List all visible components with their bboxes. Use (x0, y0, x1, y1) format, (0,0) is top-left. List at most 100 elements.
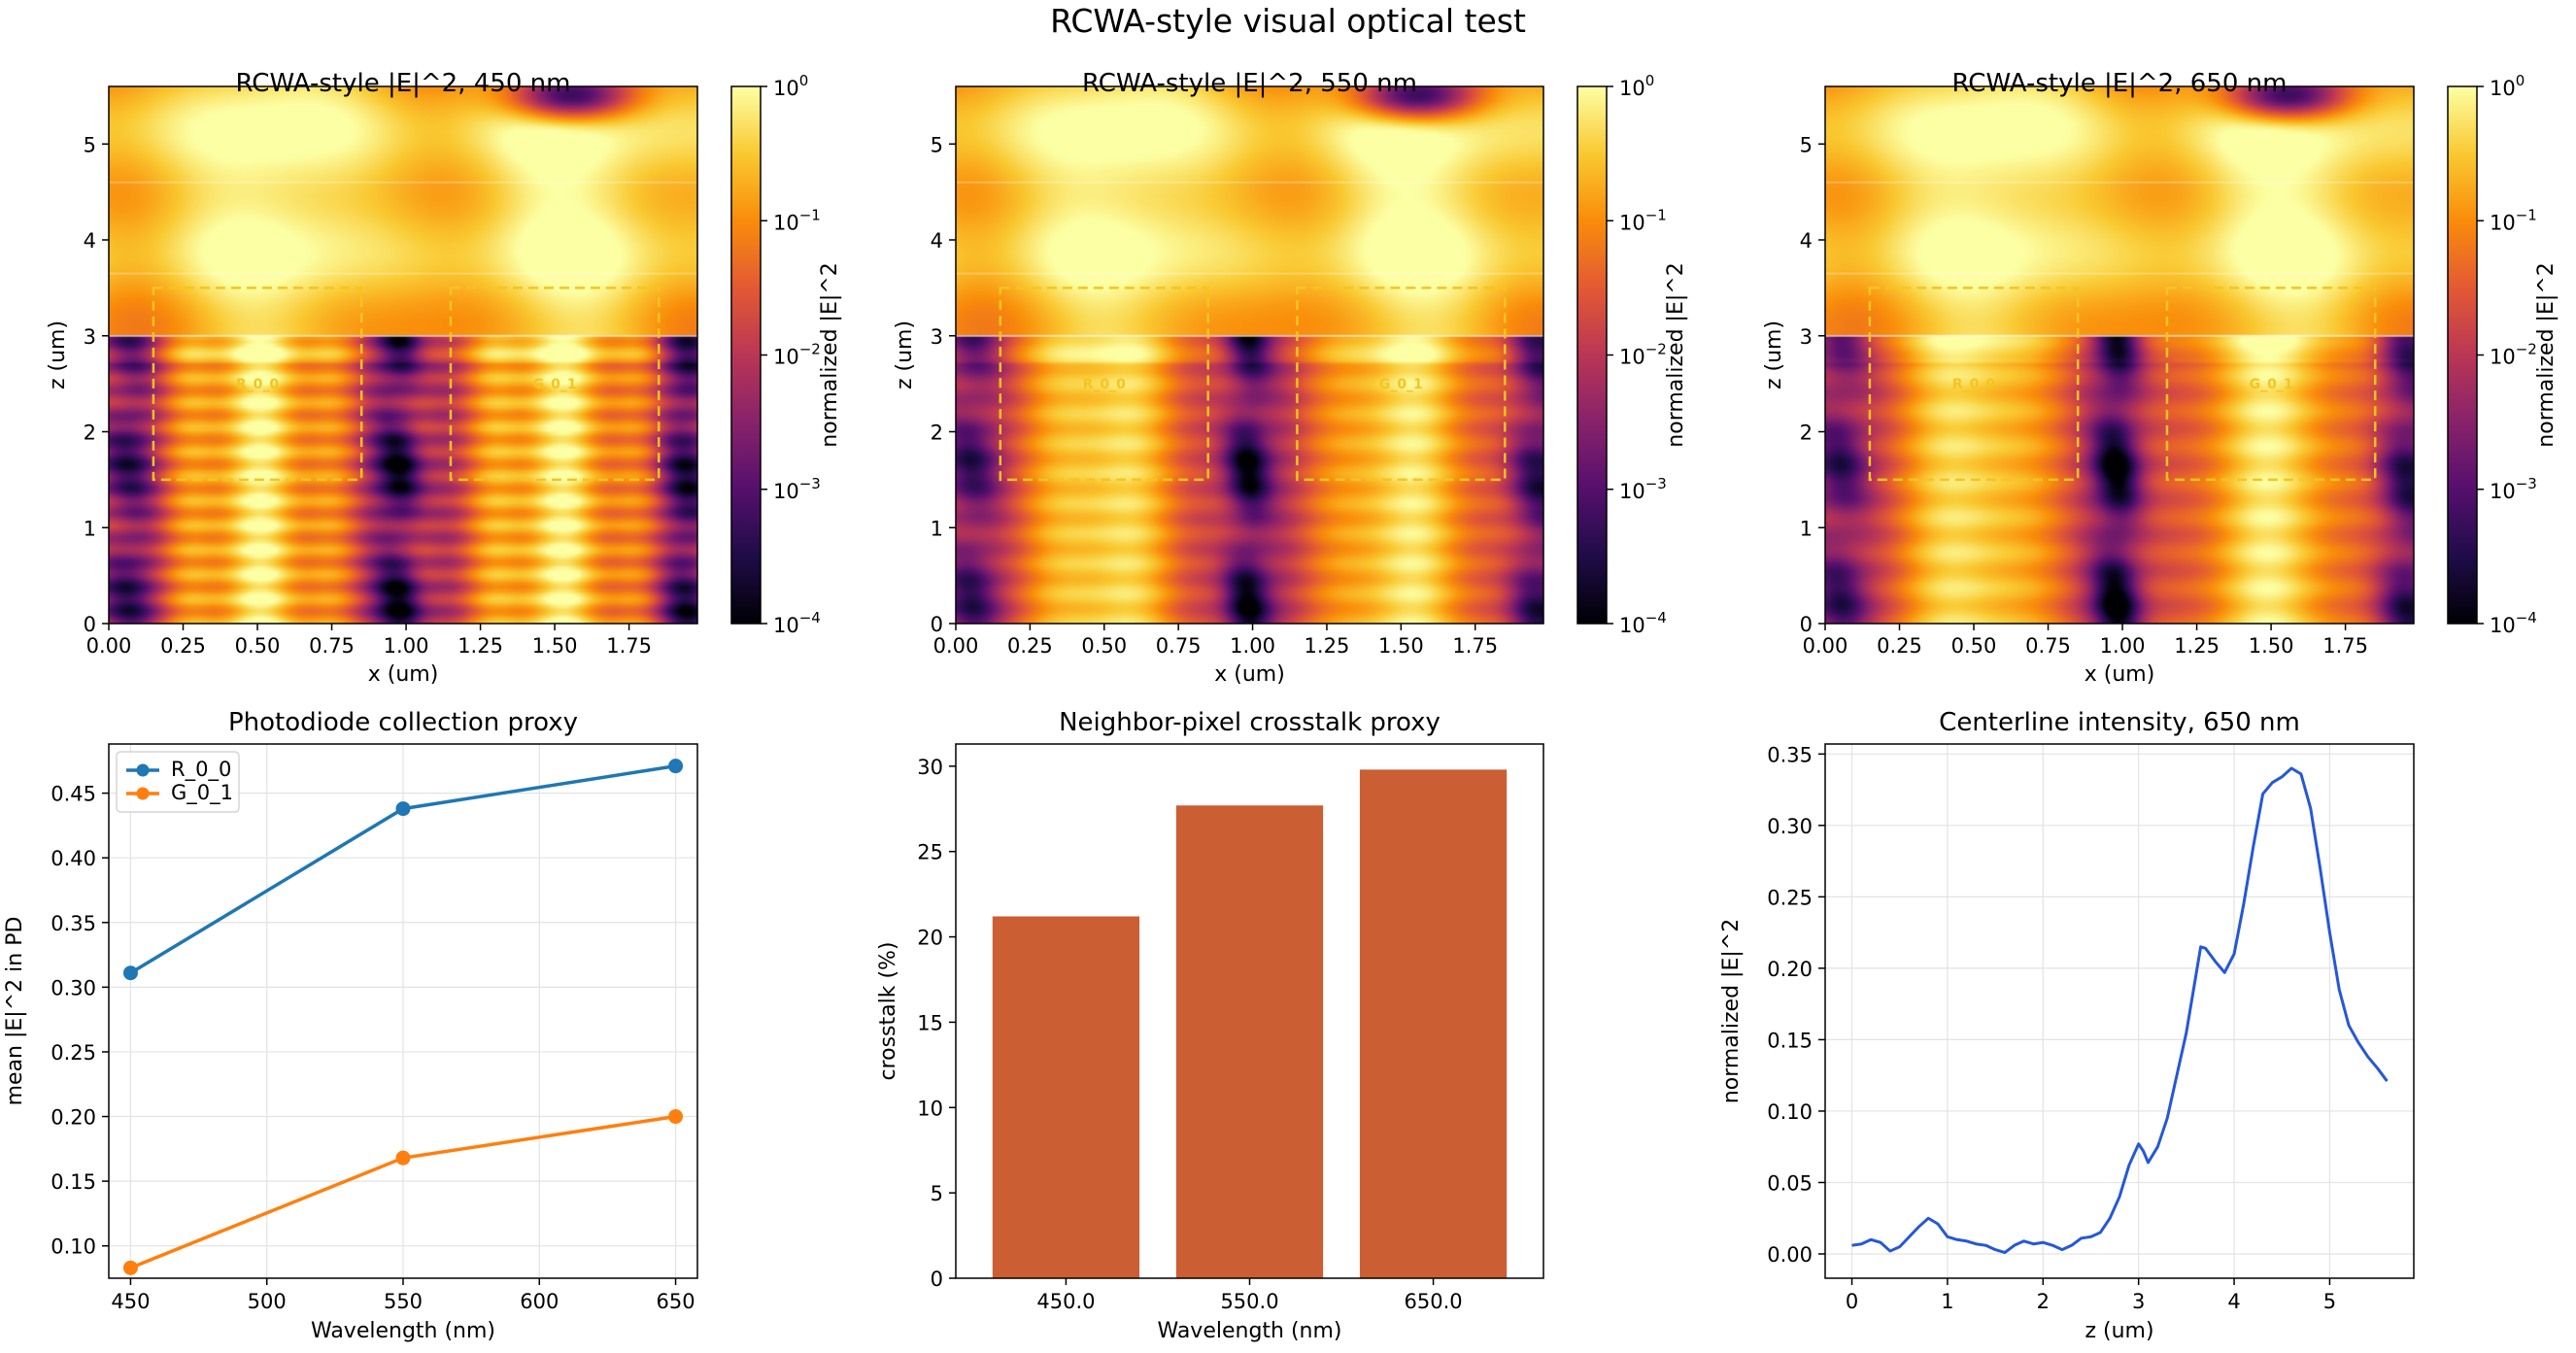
colorbar-tick-label: 10−4 (773, 609, 821, 637)
y-tick-label: 0.45 (51, 783, 96, 806)
x-tick-label: 1.75 (1452, 634, 1498, 658)
x-tick-label: 0 (1846, 1290, 1858, 1313)
tick-exponent: −4 (2516, 609, 2537, 626)
y-tick-label: 4 (1800, 229, 1813, 253)
y-tick-label: 0.25 (1767, 886, 1813, 909)
y-tick-label: 0.15 (1767, 1029, 1813, 1052)
x-tick-label: 1 (1941, 1290, 1953, 1313)
x-axis-label: Wavelength (nm) (311, 1319, 495, 1343)
tick-base: 10 (1619, 77, 1645, 100)
y-tick-label: 3 (84, 325, 96, 349)
tick-exponent: −3 (799, 475, 821, 492)
x-tick-label: 1.25 (458, 634, 503, 658)
tick-exponent: −4 (1645, 609, 1667, 626)
y-tick-label: 2 (1800, 422, 1813, 445)
x-tick-label: 500 (248, 1290, 287, 1313)
plot-frame (1824, 85, 2415, 625)
bar-450.0 (992, 916, 1140, 1278)
x-tick-label: 1.50 (2249, 634, 2294, 658)
pd-region-box (1296, 287, 1507, 482)
y-tick-label: 0 (84, 613, 96, 636)
x-tick-label: 0.00 (933, 634, 979, 658)
chart-title: RCWA-style |E|^2, 650 nm (1952, 69, 2288, 98)
data-point-G_0_1 (395, 1150, 411, 1166)
data-point-R_0_0 (122, 965, 138, 981)
y-tick-label: 1 (931, 517, 943, 540)
data-point-G_0_1 (668, 1109, 684, 1125)
x-tick-label: 1.75 (606, 634, 652, 658)
y-tick-label: 3 (1800, 325, 1813, 349)
y-tick-label: 4 (931, 229, 943, 253)
chart-title: RCWA-style |E|^2, 550 nm (1082, 69, 1417, 98)
x-tick-label: 450.0 (1036, 1290, 1095, 1313)
x-tick-label: 0.50 (1951, 634, 1997, 658)
colorbar-tick-label: 10−2 (773, 341, 821, 369)
colorbar-label: normalized |E|^2 (818, 262, 842, 447)
chart-title: Neighbor-pixel crosstalk proxy (1059, 708, 1441, 737)
tick-exponent: −2 (1645, 341, 1667, 358)
y-tick-label: 5 (931, 1182, 943, 1205)
tick-base: 10 (1619, 211, 1645, 234)
x-tick-label: 650 (657, 1290, 695, 1313)
x-tick-label: 0.25 (1877, 634, 1922, 658)
y-tick-label: 0.15 (51, 1170, 96, 1194)
colorbar-tick-label: 10−3 (2490, 475, 2537, 503)
data-point-R_0_0 (395, 801, 411, 817)
tick-base: 10 (2490, 77, 2516, 100)
tick-base: 10 (1619, 480, 1645, 503)
tick-exponent: −4 (799, 609, 821, 626)
pd-region-box (2165, 287, 2377, 482)
pd-region-label: G_0_1 (533, 377, 577, 392)
x-tick-label: 0.75 (1156, 634, 1202, 658)
tick-base: 10 (2490, 614, 2516, 637)
x-tick-label: 0.25 (160, 634, 206, 658)
colorbar-tick-label: 10−4 (1619, 609, 1667, 637)
data-point-G_0_1 (122, 1260, 138, 1275)
colorbar-tick-label: 10−4 (2490, 609, 2537, 637)
tick-exponent: 0 (1645, 72, 1655, 89)
bar-650.0 (1359, 769, 1508, 1278)
y-tick-label: 4 (84, 229, 96, 253)
y-tick-label: 0 (931, 1268, 943, 1291)
data-point-R_0_0 (668, 759, 684, 774)
y-tick-label: 5 (84, 133, 96, 156)
colorbar-tick-label: 10−1 (773, 206, 821, 234)
tick-exponent: 0 (2516, 72, 2525, 89)
tick-exponent: −1 (2516, 206, 2537, 223)
tick-base: 10 (773, 480, 799, 503)
y-tick-label: 1 (1800, 517, 1813, 540)
legend-label: G_0_1 (171, 781, 233, 805)
colorbar (730, 85, 762, 625)
x-tick-label: 650.0 (1405, 1290, 1463, 1313)
y-tick-label: 0.35 (1767, 743, 1813, 766)
chart-title: RCWA-style |E|^2, 450 nm (236, 69, 571, 98)
tick-base: 10 (1619, 346, 1645, 369)
x-tick-label: 0.25 (1007, 634, 1053, 658)
x-axis-label: Wavelength (nm) (1157, 1319, 1341, 1343)
x-tick-label: 1.00 (2100, 634, 2146, 658)
y-tick-label: 2 (931, 422, 943, 445)
tick-exponent: 0 (799, 72, 809, 89)
legend-swatch-marker (136, 787, 150, 800)
colorbar-tick-label: 100 (1619, 72, 1654, 100)
tick-base: 10 (2490, 211, 2516, 234)
colorbar-tick-label: 10−2 (2490, 341, 2537, 369)
y-tick-label: 15 (917, 1011, 943, 1034)
y-tick-label: 25 (917, 841, 943, 864)
field-map-450 (109, 86, 697, 624)
x-tick-label: 1.50 (532, 634, 578, 658)
tick-base: 10 (773, 77, 799, 100)
pd-region-box (449, 287, 661, 482)
y-tick-label: 0.10 (51, 1235, 96, 1259)
y-tick-label: 0.40 (51, 847, 96, 870)
pd-region-box (999, 287, 1209, 482)
y-tick-label: 0.30 (1767, 815, 1813, 838)
y-tick-label: 0 (1800, 613, 1813, 636)
x-axis-label: x (um) (1214, 662, 1285, 687)
x-tick-label: 450 (111, 1290, 150, 1313)
y-tick-label: 5 (931, 133, 943, 156)
colorbar-tick-label: 100 (773, 72, 808, 100)
colorbar-tick-label: 10−1 (2490, 206, 2537, 234)
y-axis-label: normalized |E|^2 (1719, 919, 1744, 1103)
colorbar (1576, 85, 1608, 625)
